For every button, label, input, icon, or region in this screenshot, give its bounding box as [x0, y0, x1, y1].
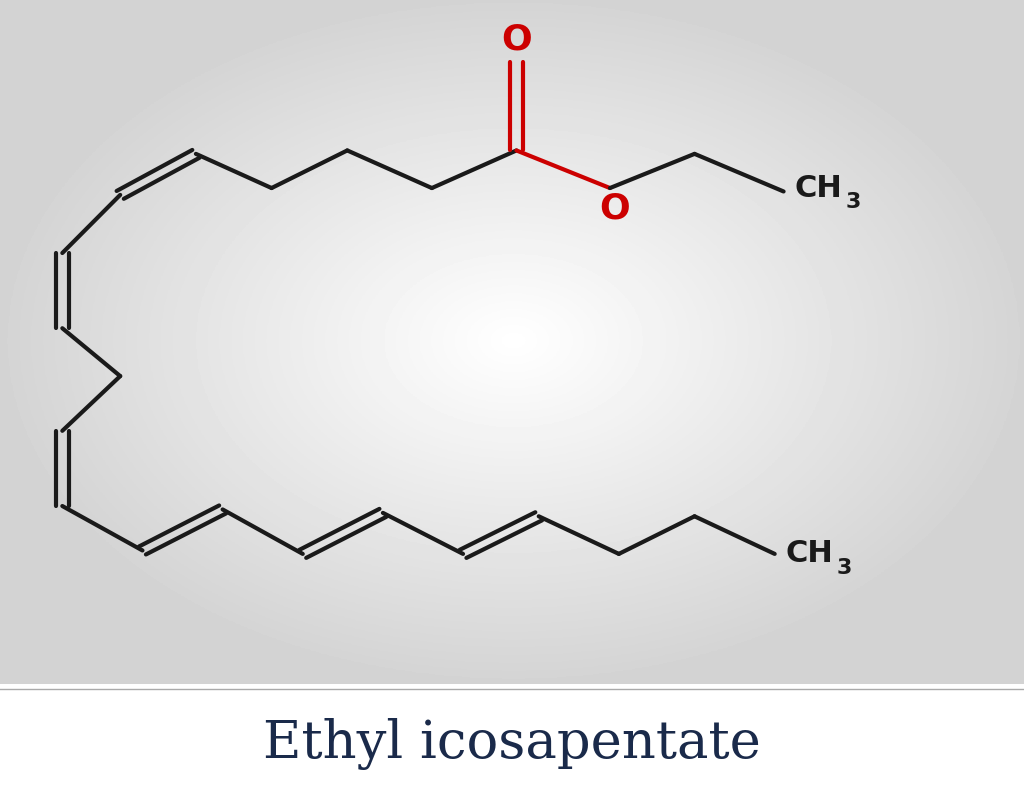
Text: 3: 3: [846, 192, 861, 211]
Text: Ethyl icosapentate: Ethyl icosapentate: [263, 718, 761, 770]
Text: 3: 3: [837, 557, 852, 578]
Text: O: O: [501, 22, 531, 56]
Text: O: O: [599, 192, 630, 226]
Text: CH: CH: [795, 174, 842, 203]
Text: CH: CH: [785, 539, 834, 568]
